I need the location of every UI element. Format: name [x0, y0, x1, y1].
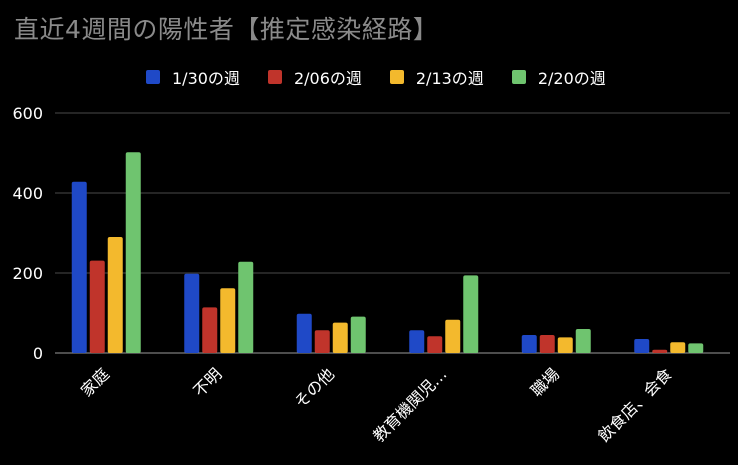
bar[interactable]: [670, 342, 686, 353]
bar[interactable]: [688, 343, 704, 353]
y-tick-label: 600: [12, 104, 43, 123]
legend-item-series-2[interactable]: 2/06の週: [267, 65, 362, 89]
bar[interactable]: [202, 307, 218, 353]
legend-label-series-1: 1/30の週: [172, 69, 240, 88]
legend: 1/30の週 2/06の週 2/13の週 2/20の週: [146, 65, 634, 89]
bar[interactable]: [332, 322, 348, 353]
bar[interactable]: [634, 339, 650, 353]
bar[interactable]: [220, 288, 236, 353]
legend-label-series-2: 2/06の週: [293, 69, 362, 88]
x-tick-label: 不明: [190, 364, 226, 400]
legend-swatch-series-1: [146, 70, 160, 84]
legend-item-series-1[interactable]: 1/30の週: [146, 65, 240, 89]
bar[interactable]: [314, 330, 330, 353]
bar[interactable]: [463, 275, 479, 353]
x-tick-label: その他: [291, 364, 338, 411]
legend-label-series-3: 2/13の週: [415, 69, 484, 88]
x-tick-label: 飲食店、会食: [594, 364, 675, 445]
bar[interactable]: [125, 152, 141, 353]
y-tick-label: 400: [12, 184, 43, 203]
bar[interactable]: [445, 319, 461, 353]
legend-swatch-series-3: [389, 70, 404, 84]
chart-title: 直近4週間の陽性者【推定感染経路】: [14, 15, 439, 44]
bar[interactable]: [409, 330, 425, 353]
x-tick-label: 教育機関児…: [369, 364, 450, 445]
bar[interactable]: [521, 335, 537, 353]
bar[interactable]: [652, 349, 668, 353]
bar[interactable]: [575, 329, 591, 353]
bar[interactable]: [107, 237, 123, 353]
x-tick-label: 職場: [527, 364, 563, 400]
bar[interactable]: [89, 260, 105, 353]
bar[interactable]: [350, 316, 366, 353]
legend-label-series-4: 2/20の週: [537, 69, 606, 88]
bar[interactable]: [184, 273, 200, 353]
bar[interactable]: [557, 337, 573, 353]
bar[interactable]: [427, 336, 443, 353]
legend-item-series-4[interactable]: 2/20の週: [511, 65, 606, 89]
legend-swatch-series-4: [511, 70, 526, 84]
bar[interactable]: [296, 313, 312, 353]
bar[interactable]: [71, 181, 87, 353]
y-tick-label: 0: [33, 344, 43, 363]
legend-item-series-3[interactable]: 2/13の週: [389, 65, 484, 89]
y-tick-label: 200: [12, 264, 43, 283]
bar[interactable]: [539, 335, 555, 353]
x-tick-label: 家庭: [77, 364, 113, 400]
bar[interactable]: [238, 261, 254, 353]
legend-swatch-series-2: [267, 70, 282, 84]
